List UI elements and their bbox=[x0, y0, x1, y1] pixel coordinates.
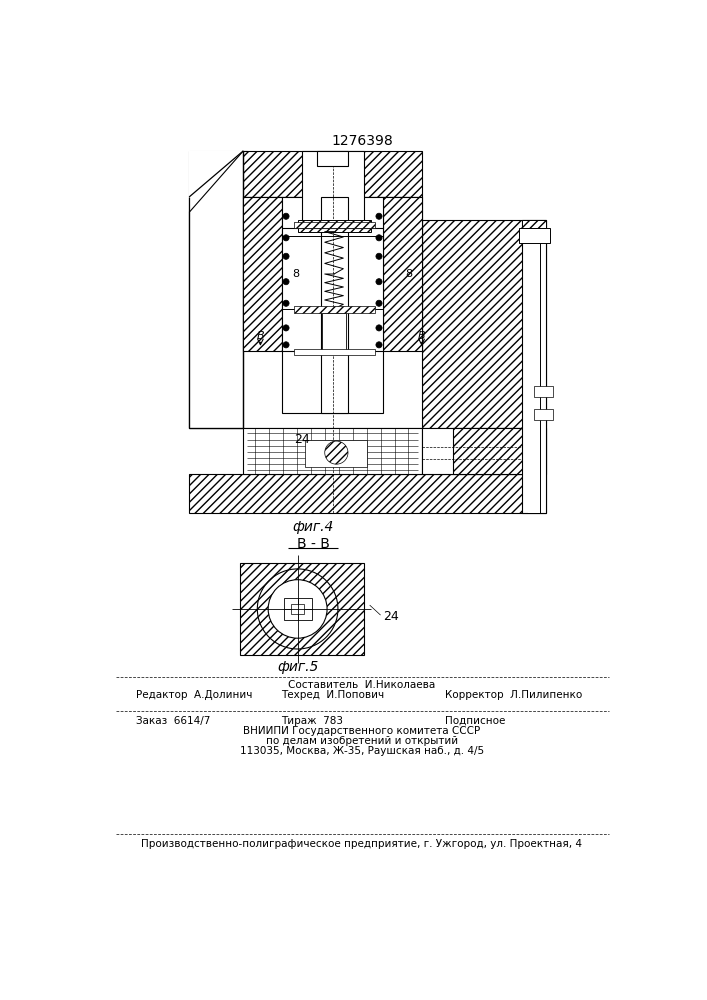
Bar bbox=[452, 428, 546, 474]
Bar bbox=[317, 151, 348, 166]
Polygon shape bbox=[189, 151, 243, 212]
Circle shape bbox=[376, 342, 382, 348]
Bar bbox=[240, 563, 363, 655]
Bar bbox=[322, 312, 346, 351]
Text: по делам изобретений и открытий: по делам изобретений и открытий bbox=[266, 736, 458, 746]
Bar bbox=[243, 197, 421, 428]
Bar bbox=[534, 409, 554, 420]
Text: 1276398: 1276398 bbox=[331, 134, 393, 148]
Bar bbox=[522, 220, 546, 513]
Text: В: В bbox=[257, 331, 264, 341]
Bar bbox=[243, 151, 421, 197]
Text: В - В: В - В bbox=[297, 536, 329, 550]
Circle shape bbox=[283, 342, 289, 348]
Circle shape bbox=[268, 580, 327, 638]
Bar bbox=[189, 474, 546, 513]
Text: Составитель  И.Николаева: Составитель И.Николаева bbox=[288, 680, 436, 690]
Bar bbox=[291, 604, 304, 614]
Bar bbox=[243, 197, 282, 351]
Text: Корректор  Л.Пилипенко: Корректор Л.Пилипенко bbox=[445, 690, 582, 700]
Bar bbox=[383, 197, 421, 351]
Bar bbox=[293, 222, 375, 228]
Bar bbox=[284, 598, 312, 620]
Circle shape bbox=[257, 569, 338, 649]
Bar bbox=[534, 386, 554, 397]
Text: Тираж  783: Тираж 783 bbox=[281, 716, 343, 726]
Circle shape bbox=[325, 441, 348, 464]
Bar bbox=[518, 228, 549, 243]
Circle shape bbox=[283, 253, 289, 259]
Bar bbox=[421, 428, 546, 474]
Text: 24: 24 bbox=[293, 433, 310, 446]
Circle shape bbox=[376, 235, 382, 241]
Text: фиг.4: фиг.4 bbox=[293, 520, 334, 534]
Circle shape bbox=[376, 279, 382, 285]
Bar bbox=[282, 197, 383, 413]
Circle shape bbox=[283, 235, 289, 241]
Bar bbox=[189, 151, 247, 428]
Text: 113035, Москва, Ж-35, Раушская наб., д. 4/5: 113035, Москва, Ж-35, Раушская наб., д. … bbox=[240, 746, 484, 756]
Bar bbox=[298, 220, 371, 232]
Text: фиг.5: фиг.5 bbox=[277, 660, 318, 674]
Bar bbox=[528, 243, 540, 513]
Text: Производственно-полиграфическое предприятие, г. Ужгород, ул. Проектная, 4: Производственно-полиграфическое предприя… bbox=[141, 839, 583, 849]
Circle shape bbox=[257, 569, 338, 649]
Bar bbox=[301, 151, 363, 228]
Text: Редактор  А.Долинич: Редактор А.Долинич bbox=[136, 690, 253, 700]
Circle shape bbox=[283, 325, 289, 331]
Bar bbox=[305, 440, 368, 466]
Text: Заказ  6614/7: Заказ 6614/7 bbox=[136, 716, 211, 726]
Circle shape bbox=[283, 279, 289, 285]
Text: 8: 8 bbox=[293, 269, 300, 279]
Bar bbox=[189, 151, 243, 428]
Text: 8: 8 bbox=[405, 269, 412, 279]
Text: 24: 24 bbox=[383, 610, 399, 623]
Bar bbox=[293, 349, 375, 355]
Bar bbox=[321, 197, 348, 413]
Text: Техред  И.Попович: Техред И.Попович bbox=[281, 690, 384, 700]
Bar bbox=[243, 428, 421, 474]
Circle shape bbox=[283, 213, 289, 219]
Bar bbox=[293, 306, 375, 312]
Bar bbox=[522, 220, 546, 228]
Circle shape bbox=[376, 213, 382, 219]
Text: ВНИИПИ Государственного комитета СССР: ВНИИПИ Государственного комитета СССР bbox=[243, 726, 481, 736]
Text: Подписное: Подписное bbox=[445, 716, 506, 726]
Bar bbox=[421, 220, 546, 428]
Circle shape bbox=[376, 253, 382, 259]
Circle shape bbox=[376, 300, 382, 306]
Circle shape bbox=[376, 325, 382, 331]
Polygon shape bbox=[189, 151, 243, 197]
Circle shape bbox=[283, 300, 289, 306]
Text: В: В bbox=[418, 331, 426, 341]
